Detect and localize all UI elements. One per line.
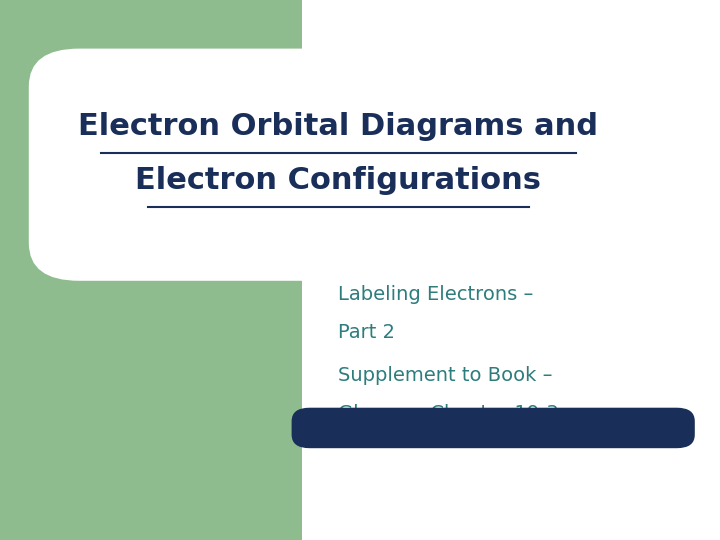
FancyBboxPatch shape — [0, 0, 302, 540]
Text: Glencoe: Chapter 19-3: Glencoe: Chapter 19-3 — [338, 403, 559, 423]
Text: Electron Configurations: Electron Configurations — [135, 166, 541, 195]
Text: Supplement to Book –: Supplement to Book – — [338, 366, 553, 385]
FancyBboxPatch shape — [292, 408, 695, 448]
Text: Electron Orbital Diagrams and: Electron Orbital Diagrams and — [78, 112, 598, 141]
FancyBboxPatch shape — [29, 49, 648, 281]
Text: Labeling Electrons –: Labeling Electrons – — [338, 285, 534, 304]
Text: Part 2: Part 2 — [338, 322, 395, 342]
